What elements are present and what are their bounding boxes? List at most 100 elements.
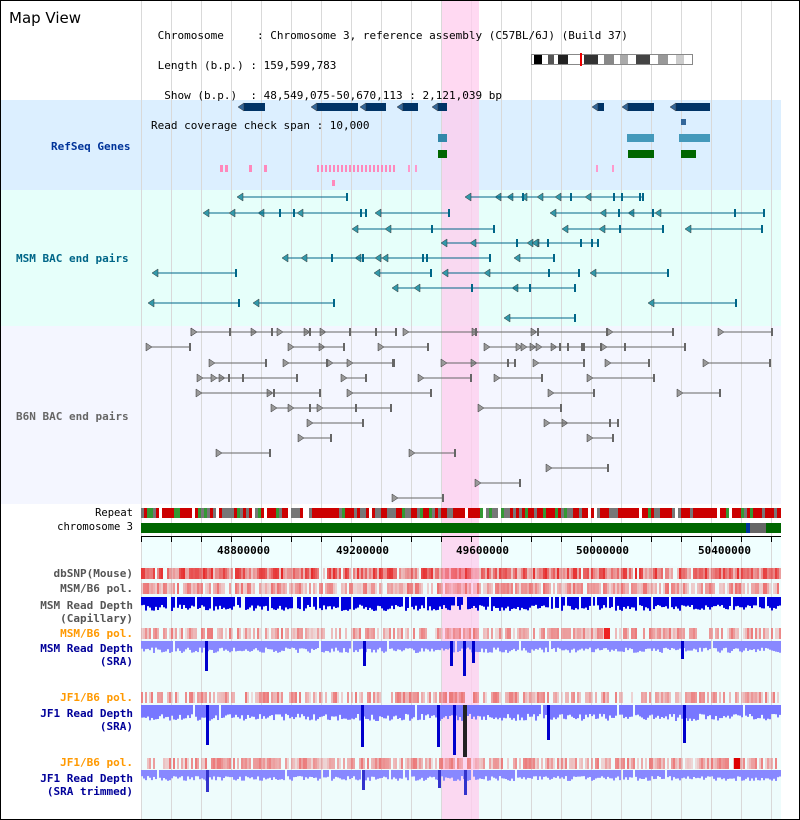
pol-cell <box>579 692 581 703</box>
pol-cell <box>379 692 381 703</box>
jf1-sra-depth-bar <box>751 705 753 717</box>
refseq-gene <box>627 134 654 142</box>
axis-line <box>141 536 781 537</box>
b6n-bac-end <box>408 448 416 458</box>
msm-capillary-depth-bar <box>557 597 559 608</box>
msm-capillary-depth-bar <box>527 597 529 611</box>
pol-cell <box>601 628 603 639</box>
jf1-sra-depth-bar <box>489 705 491 718</box>
msm-capillary-depth-bar <box>673 597 675 610</box>
pol-cell <box>445 692 447 703</box>
axis-tick <box>261 537 262 542</box>
dbsnp-cell <box>539 568 541 579</box>
msm-capillary-depth-bar <box>535 597 537 605</box>
dbsnp-cell <box>669 568 671 579</box>
dbsnp-cell <box>221 568 223 579</box>
jf1-trimmed-depth-bar <box>551 770 553 779</box>
pol-cell <box>237 583 239 594</box>
axis-tick <box>711 537 712 542</box>
msm-capillary-depth-bar <box>285 597 287 608</box>
jf1-trimmed-depth-bar <box>685 770 687 779</box>
msm-sra-depth-bar <box>211 641 213 650</box>
pol-cell <box>315 583 317 594</box>
msm-sra-depth-bar <box>767 641 769 649</box>
pol-cell <box>317 758 319 769</box>
b6n-bac-end <box>145 342 153 352</box>
msm-sra-depth-bar <box>325 641 327 651</box>
pol-cell <box>359 628 361 639</box>
jf1-sra-depth-bar <box>643 705 645 720</box>
pol-cell <box>325 692 327 703</box>
pol-cell <box>719 758 721 769</box>
repeat-element <box>678 508 681 518</box>
jf1-sra-depth-bar <box>375 705 377 721</box>
pol-cell <box>467 758 469 769</box>
jf1-sra-depth-bar <box>733 705 735 715</box>
msm-sra-depth-bar <box>197 641 199 653</box>
pol-cell <box>293 692 295 703</box>
jf1-trimmed-depth-bar <box>243 770 245 781</box>
pol-cell <box>259 692 261 703</box>
pol-cell <box>603 758 605 769</box>
msm-capillary-depth-bar <box>165 597 167 609</box>
jf1-sra-depth-bar <box>765 705 767 721</box>
jf1-sra-depth-bar <box>771 705 773 715</box>
pol-cell <box>641 692 643 703</box>
jf1-sra-depth-bar <box>637 705 639 715</box>
jf1-sra-depth-bar <box>459 705 461 718</box>
chromosome-ideogram[interactable] <box>531 53 693 66</box>
pol-cell <box>457 628 459 639</box>
msm-sra-depth-bar <box>229 641 231 653</box>
pol-cell <box>747 692 749 703</box>
pol-cell <box>293 628 295 639</box>
repeat-element <box>396 508 399 518</box>
refseq-transcript <box>332 180 335 186</box>
msm-sra-depth-bar <box>177 641 179 649</box>
msm-capillary-depth-bar <box>255 597 257 609</box>
pol-cell <box>687 692 689 703</box>
pol-cell <box>203 628 205 639</box>
dbsnp-cell <box>769 568 771 579</box>
pol-cell <box>455 628 457 639</box>
depth-spike <box>463 641 466 676</box>
dbsnp-cell <box>619 568 621 579</box>
pol-cell <box>763 628 765 639</box>
jf1-sra-depth-bar <box>705 705 707 720</box>
pol-cell <box>713 692 715 703</box>
b6n-bac-end <box>349 328 351 336</box>
jf1-trimmed-depth-bar <box>659 770 661 777</box>
msm-sra-depth-bar <box>367 641 369 649</box>
jf1-trimmed-depth-bar <box>689 770 691 779</box>
pol-cell <box>443 758 445 769</box>
jf1-sra-depth-bar <box>197 705 199 721</box>
repeat-element <box>408 508 411 518</box>
highlight-region[interactable] <box>442 1 479 819</box>
pol-cell <box>163 628 165 639</box>
pol-cell <box>483 758 485 769</box>
repeat-element <box>429 508 432 518</box>
msm-sra-depth-bar <box>443 641 445 651</box>
msm-capillary-depth-bar <box>449 597 451 611</box>
pol-cell <box>357 583 359 594</box>
jf1-sra-depth-bar <box>355 705 357 718</box>
repeat-element <box>357 508 360 518</box>
repeat-element <box>762 508 765 518</box>
pol-cell <box>707 692 709 703</box>
pol-cell <box>509 583 511 594</box>
dbsnp-cell <box>257 568 259 579</box>
jf1-sra-depth-bar <box>753 705 755 720</box>
repeat-element <box>558 508 561 518</box>
pol-cell <box>749 692 751 703</box>
msm-capillary-depth-bar <box>691 597 693 606</box>
jf1-sra-depth-bar <box>261 705 263 719</box>
msm-sra-depth-bar <box>221 641 223 648</box>
repeat-element <box>531 508 534 518</box>
dbsnp-cell <box>755 568 757 579</box>
pol-cell <box>373 583 375 594</box>
pol-cell <box>279 583 281 594</box>
pol-cell <box>215 758 217 769</box>
pol-cell <box>259 758 261 769</box>
msm-sra-depth-bar <box>597 641 599 649</box>
